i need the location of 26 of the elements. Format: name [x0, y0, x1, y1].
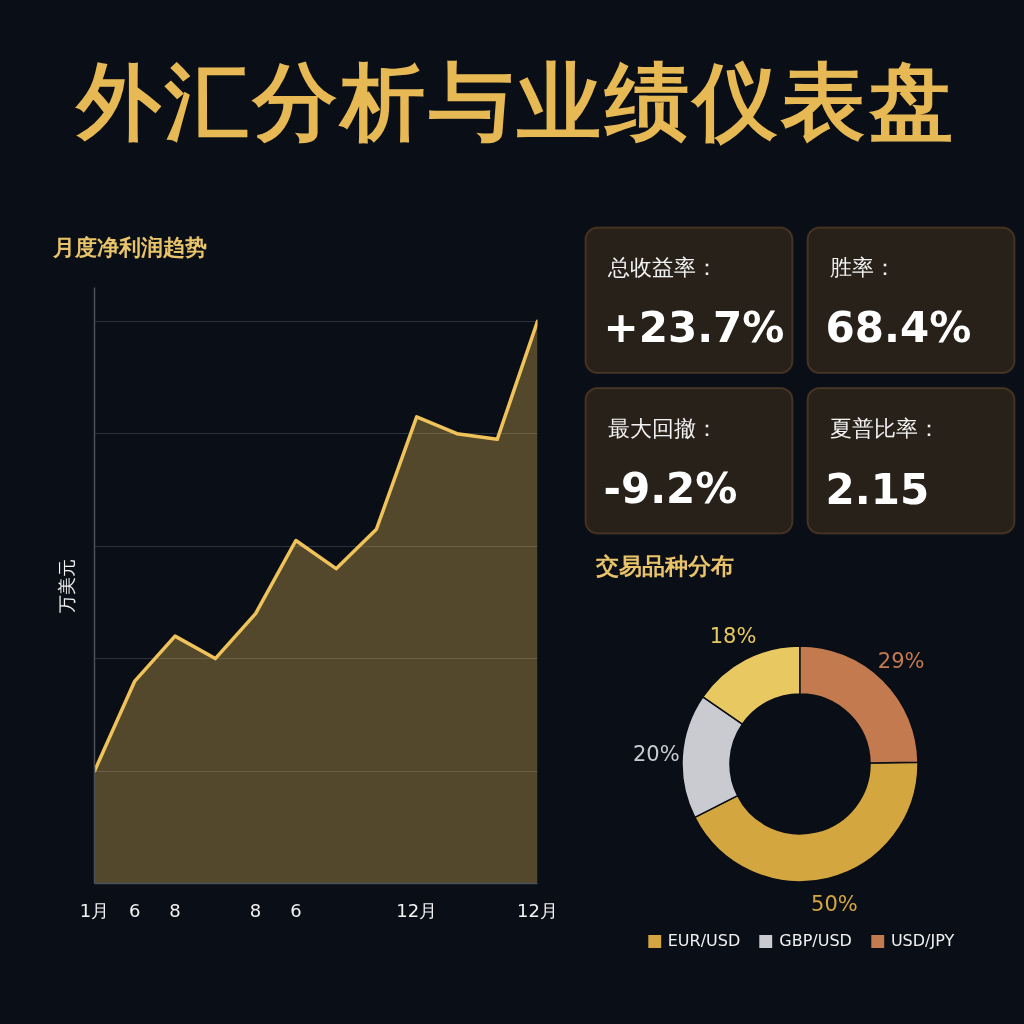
- data-label: 29%: [877, 649, 925, 674]
- text: +23.7%: [603, 303, 785, 352]
- legend-label: GBP/USD: [779, 931, 852, 950]
- x-tick-label: 6: [290, 899, 302, 921]
- text: 总收益率：: [606, 255, 718, 280]
- x-tick-label: 8: [169, 899, 181, 921]
- text: 68.4%: [825, 303, 972, 352]
- text: 2.15: [825, 464, 930, 514]
- chart-title: 交易品种分布: [594, 552, 734, 579]
- text: 夏普比率：: [829, 415, 940, 441]
- data-label: 50%: [811, 891, 858, 916]
- chart-title: 外汇分析与业绩仪表盘: [77, 52, 957, 153]
- data-label: 18%: [709, 624, 757, 649]
- x-tick-label: 1月: [79, 899, 110, 921]
- x-tick-label: 6: [129, 899, 141, 921]
- legend-label: USD/JPY: [890, 931, 955, 950]
- legend-label: EUR/USD: [667, 931, 741, 950]
- chart-subtitle: 月度净利润趋势: [51, 235, 207, 260]
- text: 最大回撤：: [607, 415, 718, 441]
- x-tick-label: 12月: [396, 899, 438, 921]
- text: -9.2%: [603, 463, 738, 513]
- data-label: 20%: [632, 742, 680, 767]
- y-axis-title: 万美元: [55, 558, 77, 613]
- text: 胜率：: [829, 255, 896, 280]
- x-tick-label: 8: [249, 899, 262, 921]
- x-tick-label: 12月: [517, 899, 558, 921]
